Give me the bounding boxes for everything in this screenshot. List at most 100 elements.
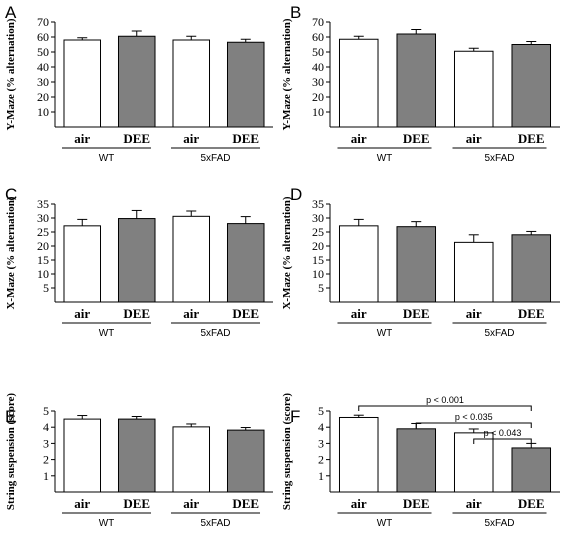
y-tick-label: 5 [318, 281, 324, 295]
y-tick-label: 1 [43, 469, 49, 483]
bar [117, 218, 156, 303]
bar [226, 41, 265, 128]
significance-label: p < 0.001 [426, 395, 464, 405]
y-tick-label: 60 [312, 30, 324, 44]
x-category-label: air [183, 496, 199, 511]
bar [396, 428, 437, 493]
x-category-label: air [183, 306, 199, 321]
panel-letter: A [5, 3, 17, 22]
significance-bracket [473, 438, 532, 444]
panel-letter: C [5, 185, 17, 204]
y-axis-label: X-Maze (% alternation) [5, 196, 17, 309]
y-tick-label: 30 [312, 211, 324, 225]
y-axis-label: String suspension (score) [5, 393, 17, 510]
bar [172, 39, 211, 128]
panel-letter: E [5, 407, 16, 426]
y-tick-label: 15 [312, 253, 324, 267]
bar [117, 418, 156, 493]
y-axis-label: String suspension (score) [281, 393, 293, 510]
x-category-label: air [183, 131, 199, 146]
bar [511, 234, 552, 303]
y-tick-label: 20 [312, 90, 324, 104]
y-tick-label: 15 [37, 253, 49, 267]
x-category-label: air [351, 306, 367, 321]
x-category-label: air [74, 496, 90, 511]
panel-letter: B [290, 3, 301, 22]
y-tick-label: 5 [43, 404, 49, 418]
panel-letter: D [290, 185, 302, 204]
bar [453, 50, 494, 128]
x-group-label: WT [99, 518, 115, 529]
x-category-label: DEE [123, 306, 150, 321]
x-group-label: 5xFAD [484, 153, 514, 164]
y-tick-label: 35 [312, 197, 324, 211]
y-tick-label: 10 [37, 105, 49, 119]
x-category-label: air [74, 131, 90, 146]
bar [338, 416, 379, 493]
bar [511, 44, 552, 128]
y-tick-label: 4 [318, 420, 324, 434]
y-tick-label: 10 [37, 267, 49, 281]
y-tick-label: 1 [318, 469, 324, 483]
x-category-label: DEE [403, 131, 430, 146]
y-tick-label: 5 [318, 404, 324, 418]
y-tick-label: 20 [37, 90, 49, 104]
y-tick-label: 50 [37, 45, 49, 59]
x-category-label: DEE [123, 131, 150, 146]
bar [63, 418, 102, 493]
bar [172, 215, 211, 303]
x-group-label: 5xFAD [484, 328, 514, 339]
bar [226, 223, 265, 303]
y-tick-label: 50 [312, 45, 324, 59]
x-category-label: DEE [518, 131, 545, 146]
x-group-label: WT [377, 518, 393, 529]
x-category-label: DEE [403, 306, 430, 321]
y-tick-label: 40 [312, 60, 324, 74]
bar [396, 226, 437, 303]
bar [453, 432, 494, 493]
y-axis-label: X-Maze (% alternation) [281, 196, 293, 309]
y-tick-label: 10 [312, 105, 324, 119]
significance-bracket [415, 422, 532, 428]
panel-letter: F [290, 407, 300, 426]
x-group-label: 5xFAD [484, 518, 514, 529]
y-tick-label: 40 [37, 60, 49, 74]
bar [117, 35, 156, 128]
x-category-label: DEE [518, 306, 545, 321]
significance-bracket [358, 405, 532, 411]
y-tick-label: 10 [312, 267, 324, 281]
x-group-label: WT [377, 328, 393, 339]
y-tick-label: 2 [43, 453, 49, 467]
x-group-label: 5xFAD [200, 518, 230, 529]
y-axis-label: Y-Maze (% alternation) [281, 18, 293, 130]
y-tick-label: 3 [43, 436, 49, 450]
y-tick-label: 35 [37, 197, 49, 211]
x-category-label: DEE [232, 496, 259, 511]
y-tick-label: 60 [37, 30, 49, 44]
x-group-label: WT [99, 328, 115, 339]
y-tick-label: 5 [43, 281, 49, 295]
x-category-label: DEE [232, 306, 259, 321]
x-group-label: WT [377, 153, 393, 164]
significance-label: p < 0.035 [455, 412, 493, 422]
bar [63, 39, 102, 128]
x-category-label: air [74, 306, 90, 321]
x-category-label: air [466, 306, 482, 321]
y-tick-label: 30 [312, 75, 324, 89]
x-category-label: DEE [123, 496, 150, 511]
bar [63, 225, 102, 303]
bar [396, 33, 437, 128]
x-category-label: air [351, 131, 367, 146]
y-tick-label: 25 [37, 225, 49, 239]
y-tick-label: 30 [37, 75, 49, 89]
y-tick-label: 25 [312, 225, 324, 239]
significance-label: p < 0.043 [484, 428, 522, 438]
y-tick-label: 20 [37, 239, 49, 253]
x-group-label: 5xFAD [200, 153, 230, 164]
y-tick-label: 2 [318, 453, 324, 467]
